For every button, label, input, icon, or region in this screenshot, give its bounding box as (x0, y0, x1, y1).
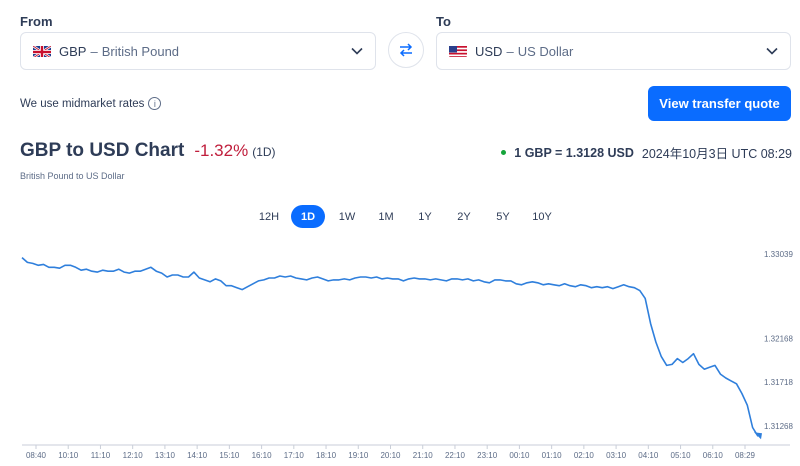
x-tick-label: 12:10 (123, 451, 144, 460)
to-currency-separator: – (506, 43, 514, 59)
to-currency-select[interactable]: USD – US Dollar (436, 32, 791, 70)
tab-2y[interactable]: 2Y (457, 210, 471, 223)
chart-title: GBP to USD Chart (20, 140, 185, 161)
tab-12h[interactable]: 12H (258, 210, 280, 223)
change-percent: -1.32% (194, 141, 249, 160)
from-currency-code: GBP (59, 43, 87, 59)
midmarket-note: We use midmarket rates i (20, 97, 162, 110)
x-tick-label: 06:10 (703, 451, 724, 460)
x-tick-label: 20:10 (380, 451, 401, 460)
x-tick-label: 21:10 (413, 451, 434, 460)
chevron-down-icon (351, 47, 363, 55)
rate-value: 1 GBP = 1.3128 USD (514, 145, 634, 160)
uk-flag-icon (33, 45, 51, 57)
midmarket-text: We use midmarket rates (20, 97, 145, 110)
to-currency-name: US Dollar (517, 43, 574, 59)
chart-title-row: GBP to USD Chart -1.32% (1D) (20, 140, 276, 162)
rate-timestamp: 2024年10月3日 UTC 08:29 (641, 147, 792, 161)
y-tick-label: 1.33039 (764, 250, 793, 259)
swap-currencies-button[interactable] (388, 32, 424, 68)
from-currency-name: British Pound (101, 43, 180, 59)
us-flag-icon (449, 45, 467, 57)
x-tick-label: 15:10 (219, 451, 240, 460)
x-tick-label: 01:10 (542, 451, 563, 460)
x-tick-label: 19:10 (348, 451, 369, 460)
x-tick-label: 00:10 (509, 451, 530, 460)
info-icon[interactable]: i (148, 97, 162, 110)
to-currency-code: USD (475, 43, 503, 59)
x-tick-label: 14:10 (187, 451, 208, 460)
x-tick-label: 13:10 (155, 451, 176, 460)
range-tabs: 12H 1D 1W 1M 1Y 2Y 5Y 10Y (252, 205, 564, 228)
tab-1d[interactable]: 1D (291, 205, 325, 228)
y-tick-label: 1.31718 (764, 378, 793, 387)
swap-arrows-icon (399, 43, 413, 57)
x-tick-label: 23:10 (477, 451, 498, 460)
chevron-down-icon (766, 47, 778, 55)
to-label: To (436, 14, 451, 29)
x-tick-label: 04:10 (638, 451, 659, 460)
tab-1w[interactable]: 1W (338, 210, 356, 223)
x-tick-label: 22:10 (445, 451, 466, 460)
end-arrow-icon (754, 432, 762, 440)
x-tick-label: 05:10 (671, 451, 692, 460)
from-currency-separator: – (90, 43, 98, 59)
tab-5y[interactable]: 5Y (496, 210, 510, 223)
tab-1y[interactable]: 1Y (418, 210, 432, 223)
view-transfer-quote-button[interactable]: View transfer quote (648, 86, 791, 121)
tab-1m[interactable]: 1M (378, 210, 394, 223)
x-tick-label: 03:10 (606, 451, 627, 460)
x-tick-label: 11:10 (91, 451, 111, 460)
x-tick-label: 10:10 (58, 451, 79, 460)
chart-subtitle: British Pound to US Dollar (20, 171, 125, 181)
x-tick-label: 02:10 (574, 451, 595, 460)
x-tick-label: 16:10 (252, 451, 273, 460)
tab-10y[interactable]: 10Y (532, 210, 552, 223)
rate-line-chart[interactable]: 1.33039 1.32168 1.31718 1.31268 08:40 10:10 11… (0, 235, 800, 466)
from-currency-select[interactable]: GBP – British Pound (20, 32, 376, 70)
x-tick-label: 17:10 (284, 451, 305, 460)
change-period: (1D) (252, 145, 276, 159)
x-tick-label: 08:29 (735, 451, 756, 460)
x-tick-label: 18:10 (316, 451, 337, 460)
live-dot-icon (501, 150, 507, 155)
live-rate: 1 GBP = 1.3128 USD 2024年10月3日 UTC 08:29 (501, 143, 792, 162)
from-label: From (20, 14, 53, 29)
y-tick-label: 1.31268 (764, 422, 793, 431)
series-line (21, 257, 759, 437)
y-tick-label: 1.32168 (764, 334, 793, 343)
x-tick-label: 08:40 (26, 451, 47, 460)
